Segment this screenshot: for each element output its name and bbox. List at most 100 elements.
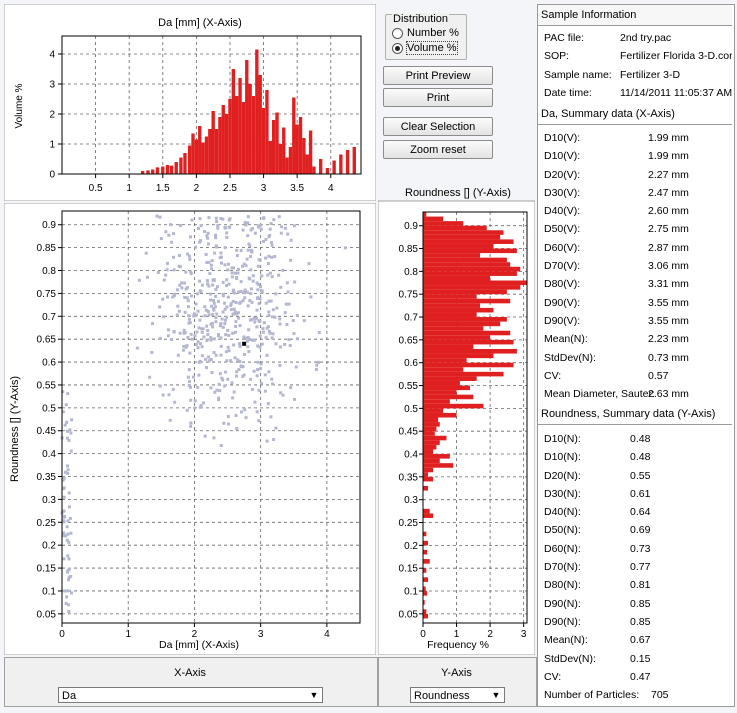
volume-histogram-ylabel: Volume %: [14, 83, 25, 128]
number-percent-radio[interactable]: Number %: [392, 27, 459, 39]
scatter-plot[interactable]: Roundness [] (Y-Axis) Da [mm] (X-Axis) 0…: [4, 203, 376, 655]
scatter-point: [263, 389, 267, 393]
number-radio-dot[interactable]: [392, 27, 403, 39]
scatter-y-tick-label: 0.1: [42, 586, 56, 597]
scatter-point: [280, 225, 284, 229]
summary-row-value: 2nd try.pac: [620, 32, 672, 44]
scatter-point: [200, 345, 204, 349]
roundness-summary-section[interactable]: Roundness, Summary data (Y-Axis) D10(N):…: [538, 404, 732, 705]
scatter-point: [259, 381, 263, 385]
roundness-bar: [423, 449, 434, 455]
scatter-point: [231, 331, 235, 335]
scatter-point: [198, 279, 202, 283]
scatter-point: [194, 245, 198, 249]
scatter-y-tick-label: 0.9: [42, 220, 56, 231]
scatter-plot-ylabel: Roundness [] (Y-Axis): [9, 376, 21, 482]
scatter-point: [309, 295, 313, 299]
scatter-point: [231, 275, 235, 279]
summary-row-value: 1.99 mm: [648, 132, 689, 144]
clear-selection-button[interactable]: Clear Selection: [383, 117, 493, 136]
scatter-point: [151, 322, 155, 326]
zoom-reset-button[interactable]: Zoom reset: [383, 140, 493, 159]
summary-row-value: 0.85: [630, 615, 651, 628]
scatter-point: [245, 257, 249, 261]
summary-row-value: 0.67: [630, 634, 651, 647]
scatter-point: [183, 295, 187, 299]
scatter-point: [295, 314, 299, 318]
roundness-bar: [423, 280, 527, 286]
summary-row: CV: 0.47: [538, 668, 732, 686]
scatter-point: [231, 288, 235, 292]
scatter-point: [270, 275, 274, 279]
scatter-point: [242, 262, 246, 266]
scatter-point: [214, 244, 218, 248]
scatter-point: [215, 220, 219, 224]
scatter-point: [188, 351, 192, 355]
scatter-point: [196, 340, 200, 344]
roundness-bar: [423, 431, 435, 436]
scatter-point: [204, 308, 208, 312]
scatter-point: [260, 289, 264, 293]
roundness-bar: [423, 613, 429, 619]
scatter-point: [244, 223, 248, 227]
chevron-down-icon[interactable]: ▼: [309, 690, 319, 700]
scatter-point: [66, 554, 70, 558]
summary-row-value: Fertilizer Florida 3-D.cor: [620, 50, 732, 63]
x-axis-dropdown[interactable]: Da ▼: [58, 687, 323, 703]
roundness-x-tick-label: 2: [487, 629, 493, 640]
scatter-point: [214, 216, 218, 220]
scatter-point: [225, 284, 229, 288]
roundness-bar: [423, 559, 430, 564]
scatter-point: [212, 279, 216, 283]
scatter-point: [219, 353, 223, 357]
scatter-point: [150, 350, 154, 354]
scatter-point: [236, 311, 240, 315]
roundness-bar: [423, 326, 484, 331]
volume-histogram[interactable]: Da [mm] (X-Axis) Volume % 0.5 1 1.5 2 2.5 3 3.…: [4, 4, 376, 201]
roundness-bar: [423, 385, 470, 391]
scatter-point: [237, 368, 241, 372]
scatter-point: [209, 322, 213, 326]
summary-row: D50(N): 0.69: [538, 521, 732, 539]
scatter-point: [178, 265, 182, 269]
volume-bar: [298, 117, 303, 174]
print-preview-button[interactable]: Print Preview: [383, 66, 493, 85]
roundness-bar: [423, 262, 511, 267]
roundness-bar: [423, 349, 517, 354]
scatter-point: [65, 538, 69, 542]
volume-bar: [285, 157, 289, 174]
scatter-point: [203, 229, 207, 233]
scatter-point: [66, 392, 70, 396]
volume-percent-radio[interactable]: Volume %: [392, 41, 458, 55]
volume-radio-dot[interactable]: [392, 42, 403, 54]
scatter-point: [287, 302, 291, 306]
scatter-point: [67, 609, 71, 613]
roundness-histogram-frame: [422, 211, 528, 624]
scatter-point: [212, 337, 216, 341]
scatter-point: [207, 284, 211, 288]
summary-row: D70(V): 3.06 mm: [538, 257, 732, 275]
scatter-point: [289, 386, 293, 390]
roundness-bar: [423, 298, 511, 304]
scatter-x-tick-label: 0: [59, 629, 65, 640]
scatter-point: [172, 255, 176, 259]
chevron-down-icon[interactable]: ▼: [491, 690, 501, 700]
scatter-point: [186, 299, 190, 303]
scatter-y-tick-label: 0.5: [42, 403, 56, 414]
volume-bar: [332, 160, 336, 174]
y-axis-dropdown[interactable]: Roundness ▼: [410, 687, 505, 703]
scatter-point: [223, 263, 227, 267]
da-summary-section[interactable]: Da, Summary data (X-Axis) D10(V): 1.99 mm…: [538, 104, 732, 405]
summary-row-label: D10(V):: [544, 150, 581, 163]
scatter-point: [196, 346, 200, 350]
scatter-point: [158, 384, 162, 388]
print-button[interactable]: Print: [383, 88, 493, 107]
scatter-point: [166, 334, 170, 338]
summary-row: CV: 0.57: [538, 367, 732, 385]
summary-row-label: Mean Diameter, Sauter:: [544, 388, 655, 401]
roundness-y-tick-label: 0.9: [404, 221, 418, 232]
volume-bar: [308, 130, 313, 174]
roundness-bar: [423, 266, 521, 272]
roundness-histogram[interactable]: Roundness [] (Y-Axis) Frequency % 0 1 2 3 0…: [378, 181, 535, 655]
